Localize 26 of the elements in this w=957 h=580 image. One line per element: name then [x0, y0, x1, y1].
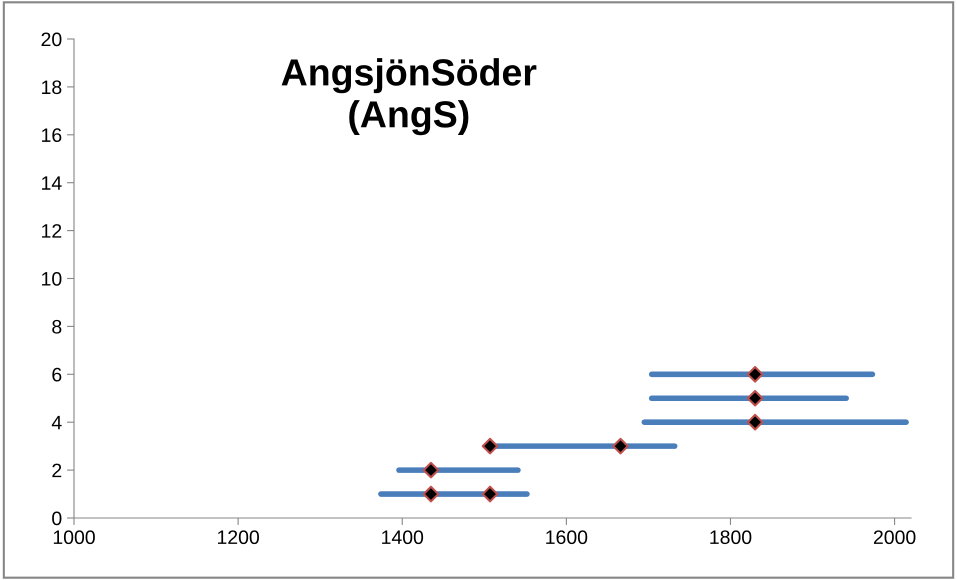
y-tick-label: 12	[42, 224, 62, 238]
point	[422, 462, 440, 478]
point	[746, 414, 764, 431]
point	[612, 438, 629, 454]
x-tick-label: 1200	[218, 530, 259, 544]
point	[746, 366, 764, 383]
point	[746, 390, 764, 407]
x-tick-label: 1800	[710, 530, 752, 544]
point	[482, 486, 498, 502]
y-tick-label: 2	[52, 464, 62, 478]
point	[482, 438, 498, 454]
y-tick-label: 18	[42, 80, 62, 94]
x-tick-label: 1400	[382, 530, 424, 544]
y-tick-label: 16	[42, 128, 62, 142]
y-tick-label: 20	[42, 32, 62, 46]
x-tick-label: 1600	[546, 530, 588, 544]
y-tick-label: 8	[52, 320, 62, 334]
y-tick-label: 6	[52, 368, 62, 382]
x-tick-label: 2000	[874, 530, 916, 544]
y-tick-label: 0	[52, 511, 62, 526]
y-tick-label: 4	[52, 416, 62, 430]
text: AngsjönSöder (AngS)	[282, 58, 536, 136]
x-tick-label: 1000	[54, 530, 95, 544]
y-tick-label: 10	[42, 272, 62, 286]
y-tick-label: 14	[42, 176, 62, 190]
point	[422, 486, 440, 502]
